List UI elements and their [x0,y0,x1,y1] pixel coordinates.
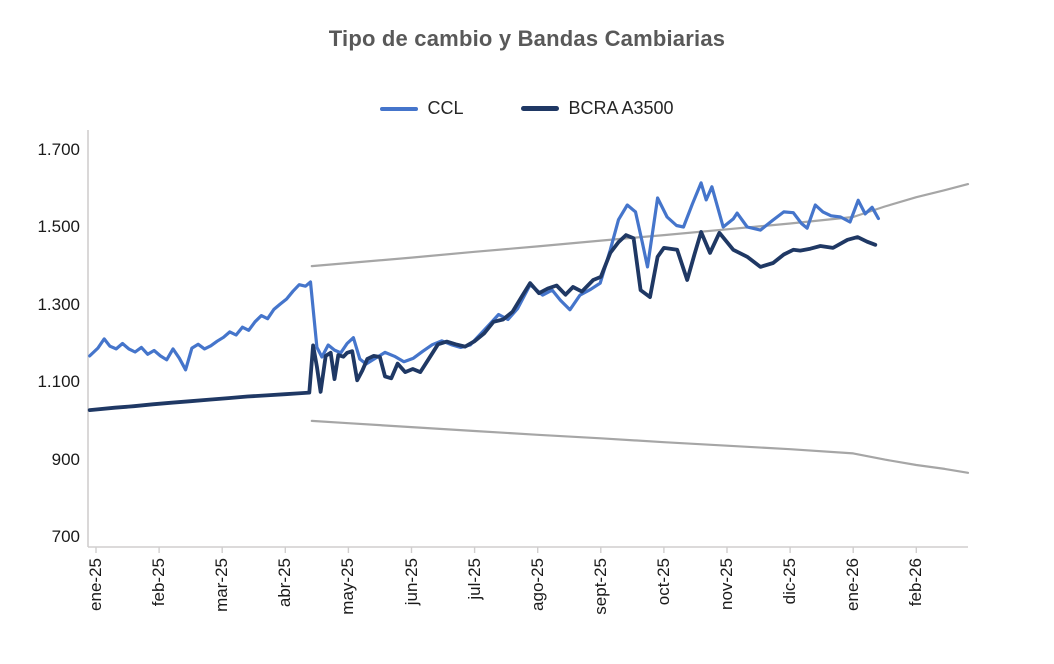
x-tick-label: may-25 [338,558,358,615]
legend-item-bcra: BCRA A3500 [521,98,674,119]
x-tick-label: abr-25 [275,558,295,608]
legend-item-ccl: CCL [380,98,463,119]
x-tick-label: ago-25 [527,558,547,611]
ccl-line [88,181,881,372]
x-tick-label: oct-25 [653,558,673,606]
y-tick-label: 1.500 [37,217,80,237]
x-tick-label: jul-25 [464,558,484,600]
banda-inferior-line [310,419,970,474]
x-tick-label: sept-25 [590,558,610,615]
ccl-line-swatch [380,106,419,111]
legend-label-ccl: CCL [427,98,464,118]
bcra-a3500-line [87,230,878,413]
y-tick-label: 900 [51,449,80,469]
y-tick-label: 1.300 [37,294,80,314]
bcra-line-swatch [521,106,560,111]
x-tick-label: mar-25 [212,558,232,612]
x-tick-label: jun-25 [401,558,421,606]
x-tick-label: ene-26 [843,558,863,611]
y-tick-label: 700 [51,527,80,546]
x-tick-label: nov-25 [717,558,736,610]
x-tick-label: dic-25 [780,558,800,605]
x-tick-label: ene-25 [86,558,105,611]
legend-label-bcra: BCRA A3500 [568,98,674,118]
x-tick-label: feb-25 [149,558,169,607]
chart-legend: CCL BCRA A3500 [0,98,1054,119]
y-tick-label: 1.700 [37,140,80,159]
chart-title: Tipo de cambio y Bandas Cambiarias [328,26,726,51]
y-tick-label: 1.100 [37,372,80,392]
x-tick-label: feb-26 [906,558,926,607]
banda-superior-line [310,183,970,268]
